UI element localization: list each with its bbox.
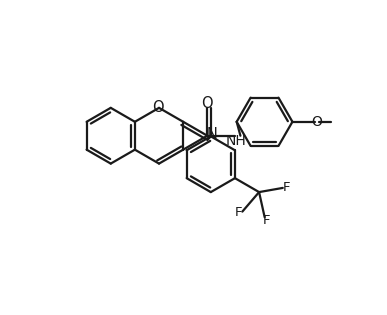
Text: N: N [207, 127, 218, 142]
Text: F: F [283, 180, 290, 193]
Text: F: F [235, 206, 243, 219]
Text: F: F [263, 214, 270, 227]
Text: O: O [152, 100, 164, 115]
Text: O: O [202, 95, 213, 111]
Text: NH: NH [226, 134, 247, 147]
Text: O: O [312, 115, 322, 129]
